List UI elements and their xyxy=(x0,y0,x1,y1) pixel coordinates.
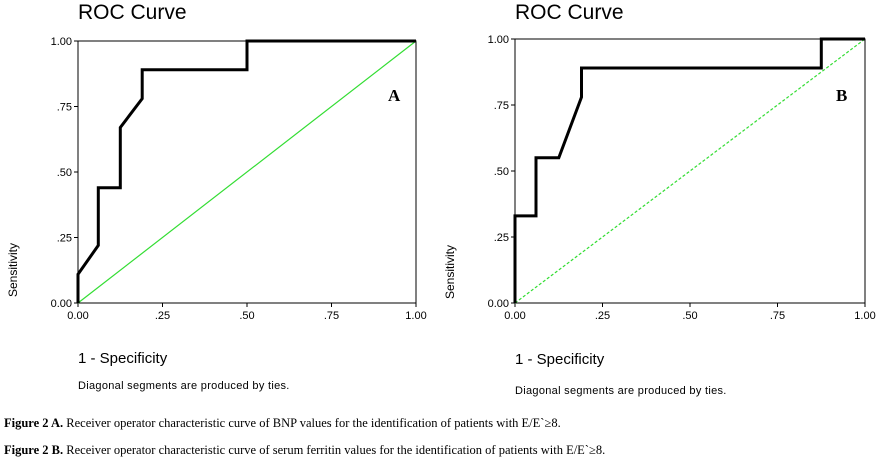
y-tick-label: .25 xyxy=(494,232,509,244)
roc-chart-b: ROC Curve 0.00 .25 .50 .75 1.00 0.00 .25 .50 .75… xyxy=(440,0,885,410)
y-tick-label: 1.00 xyxy=(51,36,72,48)
panel-label-a: A xyxy=(388,86,401,105)
y-tick-label: .75 xyxy=(494,100,509,112)
x-tick-label: 1.00 xyxy=(405,310,426,322)
reference-diagonal-line-a xyxy=(77,40,417,304)
y-tick-label: .25 xyxy=(57,233,72,245)
roc-plot-b: 0.00 .25 .50 .75 1.00 0.00 .25 .50 .75 1.00 Sensit… xyxy=(443,34,876,322)
panel-label-b: B xyxy=(836,86,847,105)
x-tick-label: .75 xyxy=(324,310,339,322)
reference-diagonal-line-b xyxy=(514,38,866,304)
x-axis-label-a: 1 - Specificity xyxy=(78,350,168,367)
x-tick-label: 0.00 xyxy=(504,310,525,322)
y-axis-label-a: Sensitivity xyxy=(6,243,20,297)
y-tick-label: .50 xyxy=(494,166,509,178)
y-tick-label: .75 xyxy=(57,102,72,114)
x-tick-label: .50 xyxy=(682,310,697,322)
y-axis-label-b: Sensitivity xyxy=(443,245,457,299)
figure-caption-a: Figure 2 A. Receiver operator characteri… xyxy=(4,416,561,431)
caption-b-bold: Figure 2 B. xyxy=(4,443,64,457)
y-tick-label: 0.00 xyxy=(488,298,509,310)
x-tick-label: 1.00 xyxy=(854,310,875,322)
ties-note-a: Diagonal segments are produced by ties. xyxy=(78,380,290,392)
chart-title-a: ROC Curve xyxy=(78,1,187,24)
chart-title-b: ROC Curve xyxy=(515,1,624,24)
x-tick-label: .50 xyxy=(239,310,254,322)
y-tick-label: 1.00 xyxy=(488,34,509,46)
x-axis-label-b: 1 - Specificity xyxy=(515,351,605,368)
ties-note-b: Diagonal segments are produced by ties. xyxy=(515,385,727,397)
caption-a-text: Receiver operator characteristic curve o… xyxy=(63,416,561,430)
caption-b-text: Receiver operator characteristic curve o… xyxy=(63,443,606,457)
roc-plot-a: 0.00 .25 .50 .75 1.00 0.00 .25 .50 .75 1.00 Sensit… xyxy=(6,36,427,322)
roc-chart-a: ROC Curve 0.00 .25 .50 .75 1.00 0.00 .25 .50 .75… xyxy=(0,0,440,410)
roc-curve-line-b xyxy=(513,37,865,303)
roc-curve-line-a xyxy=(76,39,416,303)
y-tick-label: 0.00 xyxy=(51,298,72,310)
x-tick-label: .25 xyxy=(595,310,610,322)
x-tick-label: 0.00 xyxy=(67,310,88,322)
x-tick-label: .25 xyxy=(155,310,170,322)
figure-caption-b: Figure 2 B. Receiver operator characteri… xyxy=(4,443,605,458)
x-tick-label: .75 xyxy=(770,310,785,322)
caption-a-bold: Figure 2 A. xyxy=(4,416,64,430)
y-tick-label: .50 xyxy=(57,167,72,179)
